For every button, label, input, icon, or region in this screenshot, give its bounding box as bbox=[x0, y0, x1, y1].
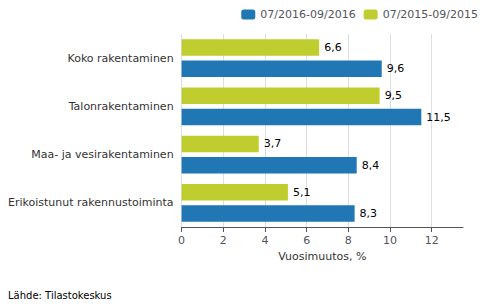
svg-text:8,4: 8,4 bbox=[362, 159, 380, 172]
svg-text:Vuosimuutos, %: Vuosimuutos, % bbox=[278, 250, 366, 263]
svg-text:07/2016-09/2016: 07/2016-09/2016 bbox=[260, 8, 355, 21]
svg-text:3,7: 3,7 bbox=[264, 137, 282, 150]
svg-text:8,3: 8,3 bbox=[360, 207, 378, 220]
svg-text:Talonrakentaminen: Talonrakentaminen bbox=[68, 100, 174, 113]
svg-text:12: 12 bbox=[425, 234, 439, 247]
svg-text:9,6: 9,6 bbox=[387, 62, 405, 75]
svg-text:5,1: 5,1 bbox=[293, 186, 311, 199]
svg-text:6: 6 bbox=[303, 234, 310, 247]
svg-text:4: 4 bbox=[261, 234, 268, 247]
svg-text:07/2015-09/2015: 07/2015-09/2015 bbox=[383, 8, 478, 21]
svg-text:11,5: 11,5 bbox=[426, 111, 451, 124]
svg-text:Lähde: Tilastokeskus: Lähde: Tilastokeskus bbox=[8, 290, 112, 301]
svg-text:6,6: 6,6 bbox=[324, 41, 342, 54]
svg-text:10: 10 bbox=[383, 234, 397, 247]
svg-text:Erikoistunut rakennustoiminta: Erikoistunut rakennustoiminta bbox=[8, 196, 174, 209]
svg-text:0: 0 bbox=[178, 234, 185, 247]
svg-text:Maa- ja vesirakentaminen: Maa- ja vesirakentaminen bbox=[31, 148, 173, 161]
svg-text:8: 8 bbox=[345, 234, 352, 247]
svg-text:9,5: 9,5 bbox=[385, 89, 403, 102]
svg-text:2: 2 bbox=[220, 234, 227, 247]
svg-text:Koko rakentaminen: Koko rakentaminen bbox=[67, 52, 173, 65]
